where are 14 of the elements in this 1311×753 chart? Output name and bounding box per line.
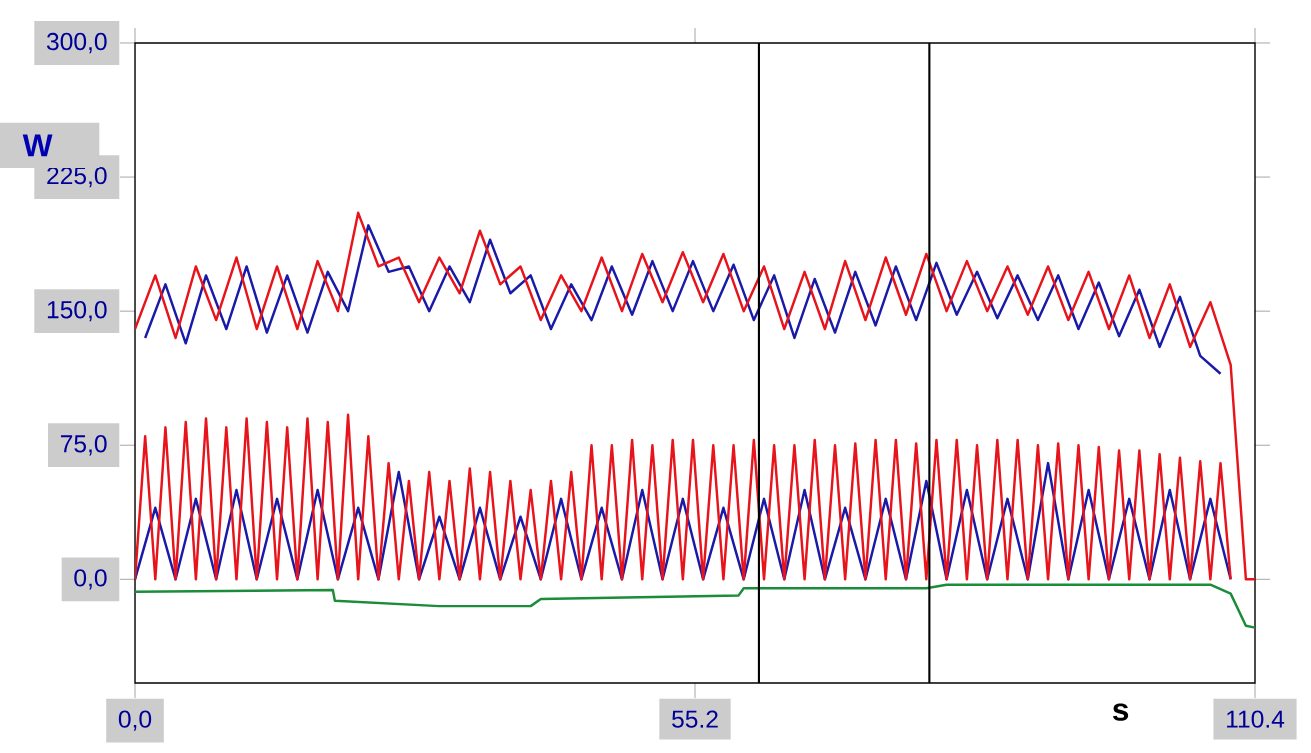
y-tick-label: 300,0 [46, 32, 107, 54]
y-tick-label: 0,0 [74, 569, 107, 590]
line-series [135, 583, 1256, 629]
y-axis-title: W [22, 134, 53, 157]
x-tick-label: 55.2 [672, 710, 718, 728]
x-tick-label: 110.4 [1227, 710, 1285, 728]
line-series [135, 461, 1232, 581]
x-axis-title: s [1112, 703, 1129, 721]
x-tick-label: 0,0 [118, 710, 152, 731]
line-series [135, 413, 1232, 581]
y-tick-label: 150,0 [47, 301, 107, 322]
y-tick-label: 75,0 [60, 435, 107, 456]
line-series [135, 211, 1256, 581]
line-series [143, 224, 1222, 375]
